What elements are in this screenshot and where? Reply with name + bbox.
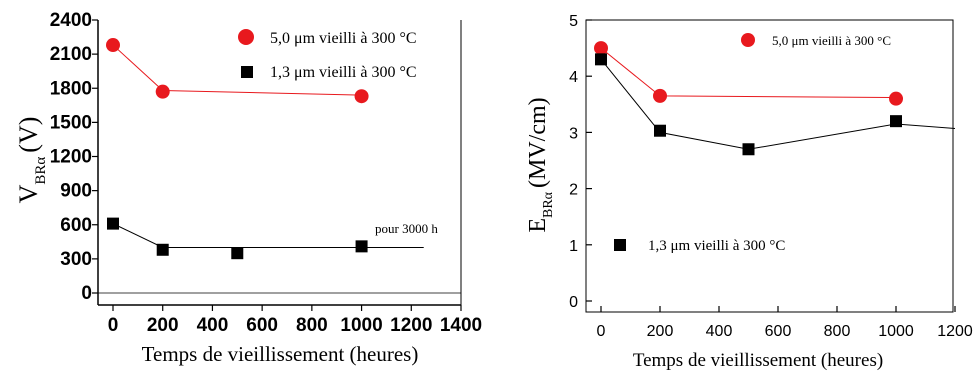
- chart-left-y-tick-label: 1500: [50, 112, 92, 133]
- chart-right-point-square: [890, 115, 902, 128]
- chart-right-y-label-main: E: [525, 218, 551, 233]
- chart-right-y-tick-label: 5: [569, 13, 578, 30]
- chart-right-y-label-unit: (MV/cm): [525, 97, 551, 188]
- chart-left-legend-label-0: 5,0 μm vieilli à 300 °C: [270, 30, 417, 47]
- chart-right-y-tick-label: 1: [569, 238, 578, 255]
- chart-left-y-tick-label: 0: [81, 283, 92, 304]
- chart-left-y-tick-label: 1800: [50, 78, 92, 99]
- chart-right-x-tick-label: 800: [824, 323, 851, 340]
- chart-right-x-tick-label: 200: [647, 323, 674, 340]
- chart-right-point-circle: [594, 41, 608, 56]
- chart-left-y-label-unit: (V): [14, 117, 43, 153]
- chart-right-frame: [585, 19, 954, 313]
- chart-right-point-circle: [889, 91, 903, 106]
- svg-text:EBRα(MV/cm): EBRα (MV/cm): [525, 97, 556, 232]
- chart-left-point-square: [107, 217, 119, 230]
- chart-right-legend-label-0: 5,0 μm vieilli à 300 °C: [772, 33, 891, 48]
- chart-left-annotation: pour 3000 h: [375, 221, 438, 236]
- chart-left-x-tick-label: 200: [147, 315, 179, 336]
- chart-left-points: [106, 38, 369, 260]
- chart-right-x-ticks: 0 200 400 600 800 1000 1200: [597, 306, 973, 340]
- chart-right: 0 1 2 3 4 5 0 200 400 600 800 1000 1200 EBRα (MV/cm)…: [525, 13, 973, 371]
- chart-right-legend-label-1: 1,3 μm vieilli à 300 °C: [648, 238, 785, 254]
- chart-right-x-label: Temps de vieillissement (heures): [633, 350, 883, 371]
- chart-right-x-tick-label: 0: [597, 323, 606, 340]
- chart-left-x-label: Temps de vieillissement (heures): [142, 342, 419, 366]
- svg-text:VBRα(V): VBRα (V): [14, 117, 49, 204]
- chart-right-point-square: [595, 53, 607, 66]
- chart-left-point-square: [156, 243, 169, 256]
- chart-left-point-circle: [106, 38, 120, 53]
- chart-left-y-tick-label: 1200: [50, 147, 92, 168]
- chart-left-x-tick-label: 1200: [390, 315, 432, 336]
- chart-left-x-tick-label: 800: [296, 315, 328, 336]
- chart-right-point-square: [742, 143, 755, 156]
- chart-right-point-square: [654, 124, 666, 137]
- chart-left-x-tick-label: 600: [246, 315, 278, 336]
- chart-left-point-circle: [354, 89, 369, 104]
- chart-left-y-tick-label: 2100: [50, 44, 92, 65]
- chart-right-x-tick-label: 400: [706, 323, 733, 340]
- chart-left-point-circle: [155, 84, 170, 99]
- chart-left-y-tick-label: 300: [60, 249, 92, 270]
- chart-right-y-tick-label: 4: [569, 69, 578, 86]
- chart-left-y-tick-label: 900: [60, 181, 92, 202]
- chart-right-y-label: EBRα (MV/cm): [525, 97, 556, 232]
- chart-left-x-tick-label: 400: [197, 315, 229, 336]
- chart-right-legend-marker-black: [614, 239, 626, 251]
- chart-left-y-ticks: 0 300 600 900 1200 1500 1800 2100 2400: [50, 10, 98, 304]
- chart-left-y-tick-label: 2400: [50, 10, 92, 31]
- chart-left-y-label-main: V: [14, 184, 43, 203]
- chart-right-legend: 5,0 μm vieilli à 300 °C 1,3 μm vieilli à…: [614, 33, 891, 254]
- chart-left-legend: 5,0 μm vieilli à 300 °C 1,3 μm vieilli à…: [238, 29, 417, 81]
- chart-right-y-tick-label: 2: [569, 182, 578, 199]
- chart-left-x-tick-label: 1000: [340, 315, 382, 336]
- chart-right-y-label-sub: BRα: [541, 191, 556, 218]
- chart-left-x-ticks: 0 200 400 600 800 1000 1200 1400: [108, 305, 482, 336]
- chart-right-x-tick-label: 1000: [878, 323, 914, 340]
- chart-right-y-tick-label: 0: [569, 294, 578, 311]
- chart-right-point-circle: [653, 88, 667, 103]
- chart-right-x-tick-label: 1200: [937, 323, 973, 340]
- chart-left-x-tick-label: 0: [108, 315, 119, 336]
- chart-right-points: [594, 41, 903, 156]
- chart-left-y-label-sub: BRα: [33, 157, 49, 185]
- chart-right-x-tick-label: 600: [765, 323, 792, 340]
- chart-left-point-square: [231, 247, 244, 260]
- chart-right-series-line-0: [600, 47, 897, 99]
- chart-left-y-tick-label: 600: [60, 215, 92, 236]
- chart-left-legend-marker-black: [241, 66, 253, 78]
- chart-left-x-tick-label: 1400: [440, 315, 482, 336]
- chart-left-legend-marker-red: [238, 29, 254, 45]
- chart-left: 0 300 600 900 1200 1500 1800 2100 2400 0 200 400 60…: [14, 10, 482, 366]
- chart-right-legend-marker-red: [741, 33, 755, 47]
- chart-left-point-square: [355, 240, 368, 253]
- chart-left-y-label: VBRα (V): [14, 117, 49, 204]
- chart-right-y-ticks: 0 1 2 3 4 5: [569, 13, 592, 311]
- chart-right-y-tick-label: 3: [569, 125, 578, 142]
- chart-left-legend-label-1: 1,3 μm vieilli à 300 °C: [270, 64, 417, 81]
